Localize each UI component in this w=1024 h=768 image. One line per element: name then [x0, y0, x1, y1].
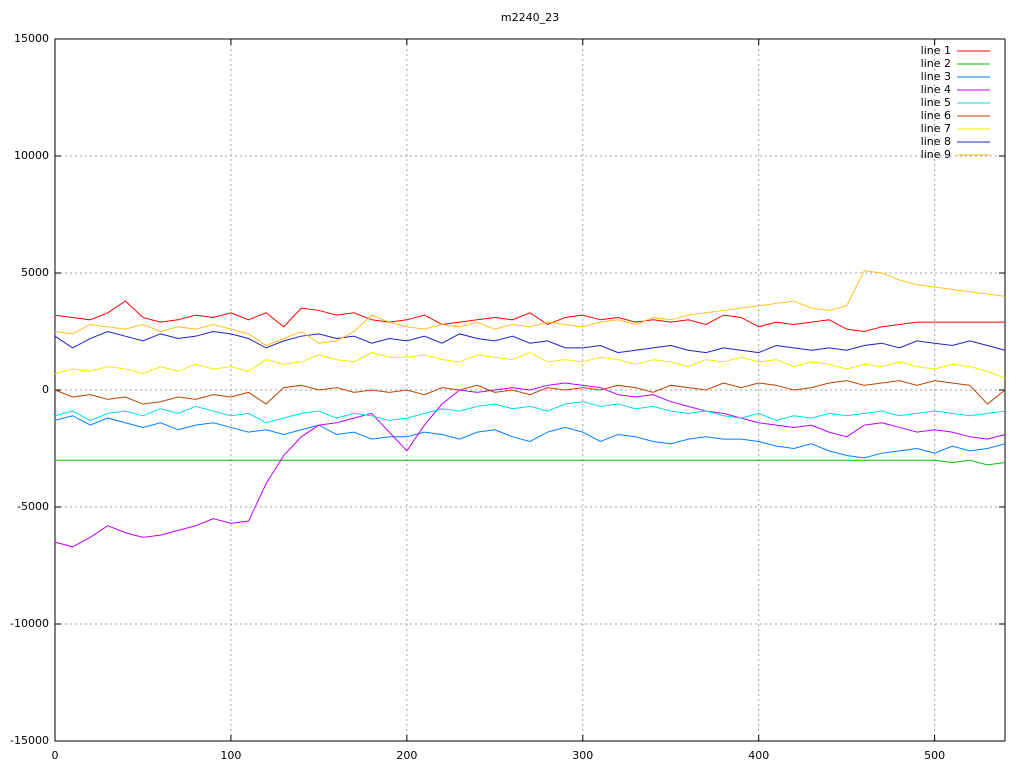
legend-label: line 4 [921, 83, 951, 96]
data-line [54, 270, 1006, 347]
data-line [54, 401, 1006, 424]
x-tick-label: 500 [924, 749, 945, 762]
x-tick-label: 400 [748, 749, 769, 762]
y-tick-label: 10000 [14, 149, 49, 162]
legend-label: line 1 [921, 44, 951, 57]
y-tick-label: -15000 [10, 734, 49, 747]
data-line [54, 382, 1006, 548]
y-tick-label: 15000 [14, 32, 49, 45]
y-tick-label: -10000 [10, 617, 49, 630]
data-line [54, 300, 1005, 333]
x-tick-label: 0 [52, 749, 59, 762]
data-line [54, 330, 1006, 354]
x-tick-label: 300 [572, 749, 593, 762]
legend-label: line 3 [921, 70, 951, 83]
y-tick-label: -5000 [17, 500, 49, 513]
data-line [54, 352, 1006, 379]
chart-title: m2240_23 [501, 11, 559, 24]
legend-label: line 8 [921, 135, 951, 148]
legend-label: line 6 [921, 109, 951, 122]
data-line [55, 459, 1006, 466]
y-tick-label: 5000 [21, 266, 49, 279]
legend-label: line 9 [921, 148, 951, 161]
legend-label: line 7 [921, 122, 951, 135]
data-line [54, 380, 1006, 405]
legend-label: line 2 [921, 57, 951, 70]
x-tick-label: 200 [396, 749, 417, 762]
data-line [54, 415, 1006, 459]
y-tick-label: 0 [42, 383, 49, 396]
x-tick-label: 100 [220, 749, 241, 762]
legend-label: line 5 [921, 96, 951, 109]
